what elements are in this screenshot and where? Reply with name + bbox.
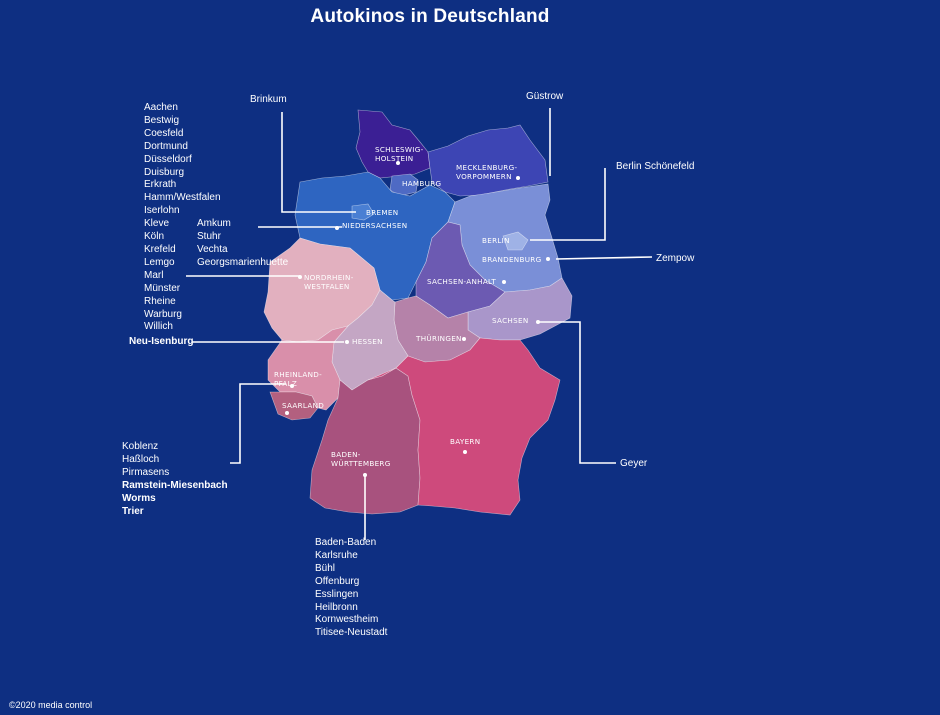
city-label-rheinland-pfalz-group: Trier <box>122 505 144 517</box>
leader-berlin-schoenefeld <box>530 168 606 241</box>
state-marker-sh <box>396 161 400 165</box>
city-list-niedersachsen: Amkum Stuhr Vechta Georgsmarienhuette <box>197 218 288 270</box>
city-label-baden-wuerttemberg-group: Bühl <box>315 562 336 574</box>
state-marker-rp <box>290 384 294 388</box>
city-list-baden-wuerttemberg: Baden-Baden Karlsruhe Bühl Offenburg Essling… <box>315 537 387 640</box>
state-label-st: SACHSEN-ANHALT <box>427 277 496 286</box>
city-label-nrw-group: Aachen <box>144 102 178 113</box>
state-labels: SCHLESWIG-HOLSTEIN HAMBURG MECKLENBURG-VOR… <box>274 145 550 477</box>
city-label-baden-wuerttemberg-group: Baden-Baden <box>315 537 377 548</box>
state-label-be: BERLIN <box>482 236 510 245</box>
state-label-bw-line2: WÜRTTEMBERG <box>331 459 391 468</box>
city-label-rheinland-pfalz-group: Haßloch <box>122 453 160 465</box>
state-marker-bb <box>546 257 550 261</box>
state-label-hh: HAMBURG <box>402 179 441 188</box>
city-list-nrw: Aachen Bestwig Coesfeld Dortmund Düsseldorf D… <box>144 102 221 334</box>
state-marker-th <box>462 337 466 341</box>
city-label-nrw-group: Krefeld <box>144 243 176 255</box>
state-label-nw-line1: NORDRHEIN- <box>304 273 354 282</box>
state-label-ni: NIEDERSACHSEN <box>342 221 407 230</box>
state-label-mv-line1: MECKLENBURG- <box>456 163 517 172</box>
state-label-th: THÜRINGEN <box>415 334 462 343</box>
city-label-nrw-group: Dortmund <box>144 140 188 152</box>
state-label-rp-line1: RHEINLAND- <box>274 370 322 379</box>
leader-rp-group <box>230 383 286 464</box>
city-label-baden-wuerttemberg-group: Kornwestheim <box>315 614 379 626</box>
state-label-sn: SACHSEN <box>492 316 529 325</box>
city-label-rheinland-pfalz-group: Pirmasens <box>122 466 170 478</box>
city-label-neu-isenburg: Neu-Isenburg <box>129 336 194 347</box>
city-label-niedersachsen-group: Stuhr <box>197 230 221 242</box>
city-label-brinkum: Brinkum <box>250 94 287 105</box>
city-label-niedersachsen-group: Vechta <box>197 243 228 255</box>
city-label-nrw-group: Bestwig <box>144 114 180 126</box>
city-label-baden-wuerttemberg-group: Titisee-Neustadt <box>315 627 388 639</box>
city-label-nrw-group: Warburg <box>144 308 182 320</box>
state-marker-bw <box>363 473 367 477</box>
state-label-by: BAYERN <box>450 437 480 446</box>
city-list-rheinland-pfalz: Koblenz Haßloch Pirmasens Ramstein-Miesenba… <box>122 441 228 518</box>
leader-geyer <box>538 321 616 464</box>
city-label-baden-wuerttemberg-group: Heilbronn <box>315 601 358 613</box>
city-label-nrw-group: Willich <box>144 321 173 333</box>
state-label-nw-line2: WESTFALEN <box>304 282 350 291</box>
city-label-nrw-group: Lemgo <box>144 256 175 268</box>
state-shape-by <box>367 337 561 516</box>
state-label-bb: BRANDENBURG <box>482 255 541 264</box>
city-label-nrw-group: Kleve <box>144 218 170 230</box>
state-label-mv-line2: VORPOMMERN <box>456 172 512 181</box>
state-shapes <box>263 109 573 516</box>
city-label-rheinland-pfalz-group: Koblenz <box>122 441 159 452</box>
city-label-baden-wuerttemberg-group: Karlsruhe <box>315 549 358 561</box>
city-label-nrw-group: Münster <box>144 282 181 294</box>
state-marker-st <box>502 280 506 284</box>
state-label-he: HESSEN <box>352 337 383 346</box>
state-marker-sl <box>285 411 289 415</box>
state-shape-hb <box>351 203 375 221</box>
city-label-nrw-group: Hamm/Westfalen <box>144 192 221 204</box>
state-label-bw-line1: BADEN- <box>331 450 361 459</box>
city-label-nrw-group: Duisburg <box>144 166 185 178</box>
copyright-notice: ©2020 media control <box>9 700 93 710</box>
state-shape-sh <box>355 109 431 179</box>
city-label-nrw-group: Köln <box>144 231 165 243</box>
state-marker-he <box>345 340 349 344</box>
city-label-rheinland-pfalz-group: Ramstein-Miesenbach <box>122 479 228 491</box>
city-label-geyer: Geyer <box>620 458 648 469</box>
state-label-sh-line2: HOLSTEIN <box>375 154 413 163</box>
leader-brinkum <box>281 112 356 213</box>
city-label-nrw-group: Erkrath <box>144 179 177 191</box>
city-label-nrw-group: Iserlohn <box>144 205 180 217</box>
state-label-hb: BREMEN <box>366 208 398 217</box>
city-label-zempow: Zempow <box>656 253 695 264</box>
city-label-guestrow: Güstrow <box>526 91 564 102</box>
state-marker-mv <box>516 176 520 180</box>
state-label-sh-line1: SCHLESWIG- <box>375 145 424 154</box>
state-shape-mv <box>427 124 549 197</box>
city-label-berlin-schoenefeld: Berlin Schönefeld <box>616 161 695 172</box>
city-label-rheinland-pfalz-group: Worms <box>122 492 156 504</box>
city-label-niedersachsen-group: Amkum <box>197 218 231 229</box>
state-label-sl: SAARLAND <box>282 401 324 410</box>
city-label-baden-wuerttemberg-group: Offenburg <box>315 575 360 587</box>
map-title: Autokinos in Deutschland <box>310 6 550 27</box>
state-shape-sl <box>269 391 319 421</box>
state-shape-be <box>502 231 529 251</box>
leader-zempow <box>555 256 653 260</box>
leader-lines <box>186 108 653 540</box>
city-label-nrw-group: Rheine <box>144 295 176 307</box>
city-label-nrw-group: Coesfeld <box>144 127 184 139</box>
state-marker-by <box>463 450 467 454</box>
city-label-niedersachsen-group: Georgsmarienhuette <box>197 256 289 268</box>
city-label-nrw-group: Marl <box>144 269 164 281</box>
city-label-baden-wuerttemberg-group: Esslingen <box>315 588 359 600</box>
city-label-nrw-group: Düsseldorf <box>144 153 192 165</box>
